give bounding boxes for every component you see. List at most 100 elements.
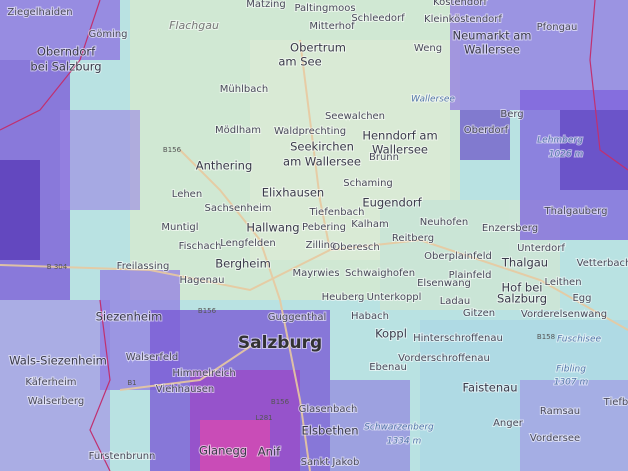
place-labels: Ziegelhaiden Matzing Paltingmoos Köstendorf… bbox=[6, 0, 628, 469]
place-label: Schwaighofen bbox=[345, 268, 415, 279]
place-label: Anthering bbox=[196, 159, 253, 173]
place-label: Seekirchen bbox=[290, 140, 354, 154]
place-label: Vorderschroffenau bbox=[398, 353, 490, 364]
place-label: Vetterbach bbox=[577, 258, 628, 269]
place-label: Fischach bbox=[179, 241, 222, 252]
place-label: Hagenau bbox=[180, 275, 225, 286]
place-label: Hallwang bbox=[246, 221, 299, 235]
place-label: Berg bbox=[500, 109, 523, 120]
place-label: Elsenwang bbox=[417, 278, 471, 289]
place-label: Brunn bbox=[369, 152, 399, 163]
place-label: B 304 bbox=[47, 263, 68, 271]
place-label: Hof bei bbox=[502, 281, 543, 295]
place-label: Leithen bbox=[544, 277, 581, 288]
roads bbox=[0, 39, 628, 471]
place-label: Reitberg bbox=[392, 233, 434, 244]
place-label: L281 bbox=[255, 414, 272, 422]
place-label: Oberdorf bbox=[464, 125, 509, 136]
place-label: Unterdorf bbox=[517, 243, 565, 254]
place-label: Glanegg bbox=[199, 444, 247, 458]
place-label: 1307 m bbox=[554, 378, 589, 388]
place-label: bei Salzburg bbox=[30, 60, 101, 74]
place-label: Oberesch bbox=[332, 242, 379, 253]
place-label: Weng bbox=[414, 43, 442, 54]
place-label: Habach bbox=[351, 311, 389, 322]
place-label: Heuberg bbox=[322, 292, 365, 303]
place-label: Neuhofen bbox=[420, 217, 468, 228]
place-label: Mühlbach bbox=[220, 84, 268, 95]
place-label: Ramsau bbox=[540, 406, 580, 417]
place-label: Plainfeld bbox=[449, 270, 492, 281]
place-label: 1026 m bbox=[549, 150, 584, 160]
place-label: Salzburg bbox=[497, 292, 547, 306]
place-label: Schwarzenberg bbox=[364, 423, 434, 433]
place-label: Ladau bbox=[440, 296, 471, 307]
place-label: am See bbox=[278, 55, 321, 69]
place-label: Faistenau bbox=[462, 381, 517, 395]
place-label: Paltingmoos bbox=[294, 3, 355, 14]
place-label: Ziegelhaiden bbox=[7, 7, 72, 18]
place-label: Neumarkt am bbox=[452, 29, 531, 43]
place-label: Obertrum bbox=[290, 41, 346, 55]
place-label: Waldprechting bbox=[274, 126, 346, 137]
place-label: Freilassing bbox=[117, 261, 170, 272]
place-label: Henndorf am bbox=[362, 129, 437, 143]
place-label: Anif bbox=[258, 445, 281, 459]
place-label: Anger bbox=[493, 418, 524, 429]
place-label: Fürstenbrunn bbox=[89, 451, 156, 462]
place-label: Mödlham bbox=[215, 125, 261, 136]
place-label: Salzburg bbox=[238, 333, 322, 353]
place-label: Pebering bbox=[302, 222, 346, 233]
place-label: Himmelreich bbox=[172, 368, 235, 379]
place-label: B156 bbox=[271, 398, 290, 406]
place-label: Walserfeld bbox=[126, 352, 178, 363]
place-label: Schleedorf bbox=[351, 13, 405, 24]
place-label: Fibling bbox=[556, 365, 586, 375]
place-label: Bergheim bbox=[215, 257, 271, 271]
place-label: Hinterschroffenau bbox=[413, 333, 503, 344]
place-label: Elsbethen bbox=[302, 424, 359, 438]
place-label: Sankt Jakob bbox=[301, 457, 360, 468]
place-label: Siezenheim bbox=[96, 310, 163, 324]
place-label: Mayrwies bbox=[292, 268, 339, 279]
place-label: Gitzen bbox=[463, 308, 495, 319]
place-label: Thalgauberg bbox=[544, 206, 608, 217]
place-label: Flachgau bbox=[169, 19, 219, 32]
place-label: Wallersee bbox=[411, 95, 455, 105]
place-label: Unterkoppl bbox=[367, 292, 422, 303]
place-label: Lengfelden bbox=[220, 238, 276, 249]
place-label: Guggenthal bbox=[268, 312, 326, 323]
place-label: Tiefbr bbox=[603, 397, 628, 408]
place-label: B156 bbox=[198, 307, 217, 315]
place-label: Fuschisee bbox=[557, 335, 602, 345]
place-label: Köstendorf bbox=[433, 0, 487, 8]
place-label: Eugendorf bbox=[362, 196, 422, 210]
place-label: Muntigl bbox=[161, 222, 198, 233]
place-label: Göming bbox=[88, 29, 127, 40]
place-label: B1 bbox=[127, 379, 136, 387]
place-label: Matzing bbox=[246, 0, 285, 10]
place-label: 1334 m bbox=[387, 437, 422, 447]
place-label: Glasenbach bbox=[299, 404, 358, 415]
place-label: Elixhausen bbox=[262, 186, 324, 200]
place-label: Wallersee bbox=[372, 143, 428, 157]
place-label: Egg bbox=[572, 293, 591, 304]
place-label: Wals-Siezenheim bbox=[9, 354, 107, 368]
place-label: Walserberg bbox=[28, 396, 84, 407]
place-label: Enzersberg bbox=[482, 223, 538, 234]
place-label: Tiefenbach bbox=[308, 207, 364, 218]
place-label: Kleinköstendorf bbox=[424, 14, 502, 25]
place-label: Zilling bbox=[306, 240, 337, 251]
place-label: Wallersee bbox=[464, 43, 520, 57]
place-label: Oberplainfeld bbox=[424, 251, 492, 262]
place-label: Kalham bbox=[351, 219, 389, 230]
place-label: B156 bbox=[163, 146, 182, 154]
place-label: Lehen bbox=[172, 189, 202, 200]
place-label: B158 bbox=[537, 333, 555, 341]
place-label: am Wallersee bbox=[283, 155, 361, 169]
place-label: Ebenau bbox=[369, 362, 407, 373]
place-label: Vordersee bbox=[530, 433, 580, 444]
